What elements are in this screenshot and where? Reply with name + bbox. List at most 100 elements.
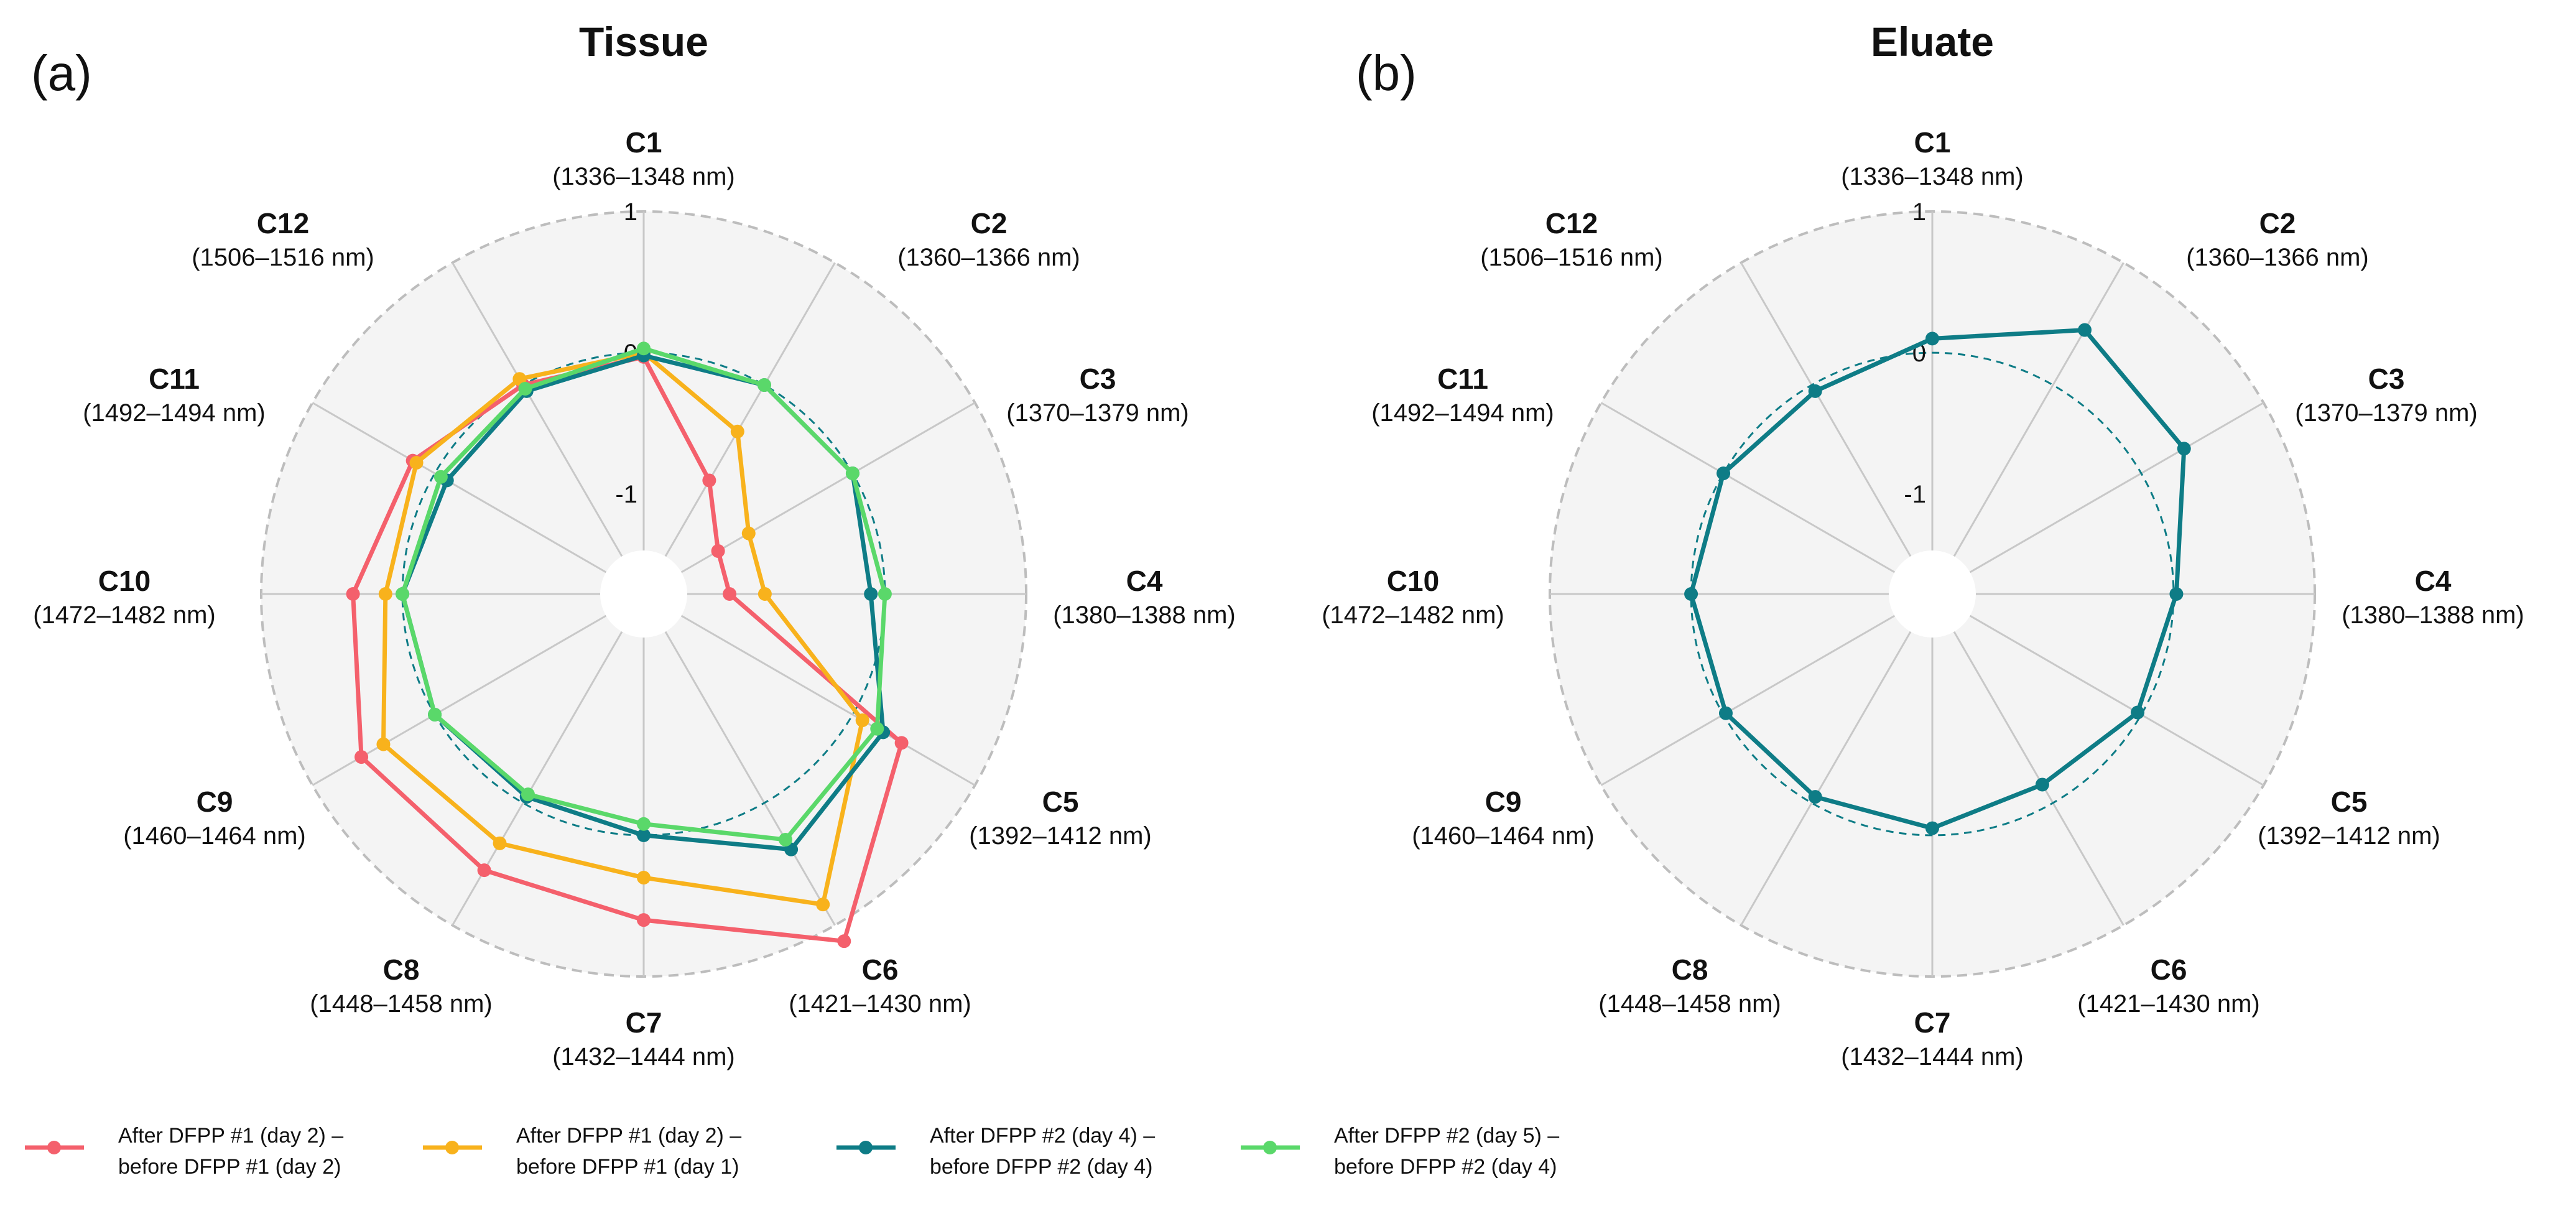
- series-1-point-c8: [1808, 790, 1822, 804]
- series-1-point-c11: [1717, 466, 1731, 481]
- spoke-c6: [1953, 631, 2124, 926]
- series-1-point-c7: [1925, 821, 1939, 835]
- spoke-c3: [1969, 402, 2264, 573]
- series-2-point-c7: [637, 871, 651, 885]
- category-range-c4: (1380–1388 nm): [2342, 601, 2524, 629]
- category-range-c3: (1370–1379 nm): [1006, 399, 1189, 427]
- category-label-c3: C3: [1080, 363, 1116, 395]
- panel-letter: (b): [1356, 45, 1417, 101]
- series-4-point-c6: [779, 832, 793, 847]
- category-range-c11: (1492–1494 nm): [1371, 399, 1554, 427]
- category-range-c5: (1392–1412 nm): [969, 822, 1152, 850]
- series-1-point-c6: [837, 934, 851, 949]
- category-label-c5: C5: [1042, 786, 1079, 818]
- category-range-c12: (1506–1516 nm): [192, 244, 374, 271]
- series-4-point-c3: [845, 466, 859, 481]
- series-2-point-c10: [378, 587, 392, 601]
- category-range-c5: (1392–1412 nm): [2258, 822, 2440, 850]
- category-range-c6: (1421–1430 nm): [2077, 990, 2260, 1018]
- category-label-c6: C6: [862, 953, 899, 986]
- category-label-c12: C12: [257, 207, 309, 239]
- category-label-c5: C5: [2331, 786, 2368, 818]
- category-label-c7: C7: [626, 1006, 662, 1039]
- category-range-c7: (1432–1444 nm): [1841, 1043, 2024, 1070]
- series-2-point-c4: [758, 587, 772, 601]
- series-4-point-c10: [396, 587, 410, 601]
- series-3-point-c7: [637, 828, 651, 842]
- spoke-c8: [452, 631, 623, 926]
- series-1-point-c2: [702, 473, 716, 488]
- category-label-c11: C11: [1437, 363, 1488, 395]
- category-range-c4: (1380–1388 nm): [1053, 601, 1236, 629]
- spoke-c2: [664, 262, 836, 557]
- series-1-point-c4: [2169, 587, 2184, 601]
- spoke-c9: [1600, 615, 1896, 786]
- category-range-c2: (1360–1366 nm): [897, 244, 1080, 271]
- spoke-c2: [1953, 262, 2124, 557]
- spoke-c11: [312, 402, 607, 573]
- tick-label: -1: [1904, 481, 1926, 508]
- series-1-point-c5: [894, 736, 909, 750]
- series-4-point-c5: [870, 721, 884, 736]
- series-2-point-c5: [855, 713, 869, 728]
- category-range-c10: (1472–1482 nm): [33, 601, 216, 629]
- series-1-point-c3: [711, 544, 725, 558]
- legend-label-line2-3: before DFPP #2 (day 4): [930, 1155, 1152, 1179]
- category-label-c2: C2: [971, 207, 1008, 239]
- legend-label-line1-1: After DFPP #1 (day 2) –: [118, 1124, 343, 1148]
- series-4-point-c11: [433, 470, 448, 484]
- series-1-point-c6: [2035, 777, 2049, 792]
- series-4-point-c2: [757, 378, 771, 392]
- category-label-c1: C1: [1914, 126, 1951, 159]
- category-label-c7: C7: [1914, 1006, 1951, 1039]
- series-4-point-c1: [637, 341, 651, 356]
- category-label-c4: C4: [2415, 565, 2452, 597]
- category-label-c11: C11: [149, 363, 200, 395]
- category-range-c8: (1448–1458 nm): [310, 990, 493, 1018]
- series-1-point-c5: [2131, 705, 2145, 720]
- series-1-point-c8: [477, 863, 491, 878]
- panel-tissue: 10-1C1(1336–1348 nm)C2(1360–1366 nm)C3(1…: [31, 19, 1236, 1070]
- panel-eluate: 10-1C1(1336–1348 nm)C2(1360–1366 nm)C3(1…: [1322, 19, 2524, 1070]
- legend-swatch-marker-3: [859, 1141, 873, 1154]
- series-1-point-c9: [1718, 706, 1733, 720]
- category-label-c8: C8: [383, 953, 420, 986]
- series-2-point-c6: [816, 898, 830, 912]
- tick-label: -1: [615, 481, 637, 508]
- category-label-c10: C10: [1387, 565, 1439, 597]
- category-label-c3: C3: [2368, 363, 2405, 395]
- series-1-point-c7: [637, 913, 651, 927]
- series-2-point-c8: [493, 836, 507, 850]
- category-range-c1: (1336–1348 nm): [552, 163, 735, 190]
- panel-title: Tissue: [579, 19, 708, 65]
- category-range-c3: (1370–1379 nm): [2295, 399, 2478, 427]
- legend-swatch-marker-4: [1263, 1141, 1277, 1154]
- category-label-c6: C6: [2151, 953, 2187, 986]
- radar-center-hole: [1889, 550, 1976, 638]
- series-4-point-c8: [521, 787, 535, 802]
- radar-center-hole: [600, 550, 687, 638]
- legend-label-line1-3: After DFPP #2 (day 4) –: [930, 1124, 1155, 1148]
- spoke-c8: [1740, 631, 1912, 926]
- category-label-c12: C12: [1545, 207, 1598, 239]
- category-range-c7: (1432–1444 nm): [552, 1043, 735, 1070]
- legend: After DFPP #1 (day 2) – before DFPP #1 (d…: [25, 1124, 1559, 1179]
- category-range-c6: (1421–1430 nm): [789, 990, 971, 1018]
- series-4-point-c9: [428, 707, 442, 721]
- legend-label-line1-2: After DFPP #1 (day 2) –: [516, 1124, 741, 1148]
- legend-label-line2-1: before DFPP #1 (day 2): [118, 1155, 341, 1179]
- series-2-point-c2: [730, 424, 744, 438]
- category-label-c9: C9: [197, 786, 233, 818]
- panel-title: Eluate: [1871, 19, 1994, 65]
- legend-label-line1-4: After DFPP #2 (day 5) –: [1334, 1124, 1559, 1148]
- tick-label: 1: [624, 198, 637, 226]
- category-range-c11: (1492–1494 nm): [83, 399, 266, 427]
- category-range-c10: (1472–1482 nm): [1322, 601, 1504, 629]
- series-2-point-c11: [409, 456, 424, 470]
- legend-label-line2-4: before DFPP #2 (day 4): [1334, 1155, 1557, 1179]
- spoke-c6: [664, 631, 836, 926]
- spoke-c12: [452, 262, 623, 557]
- tick-label: 1: [1912, 198, 1926, 226]
- legend-label-line2-2: before DFPP #1 (day 1): [516, 1155, 739, 1179]
